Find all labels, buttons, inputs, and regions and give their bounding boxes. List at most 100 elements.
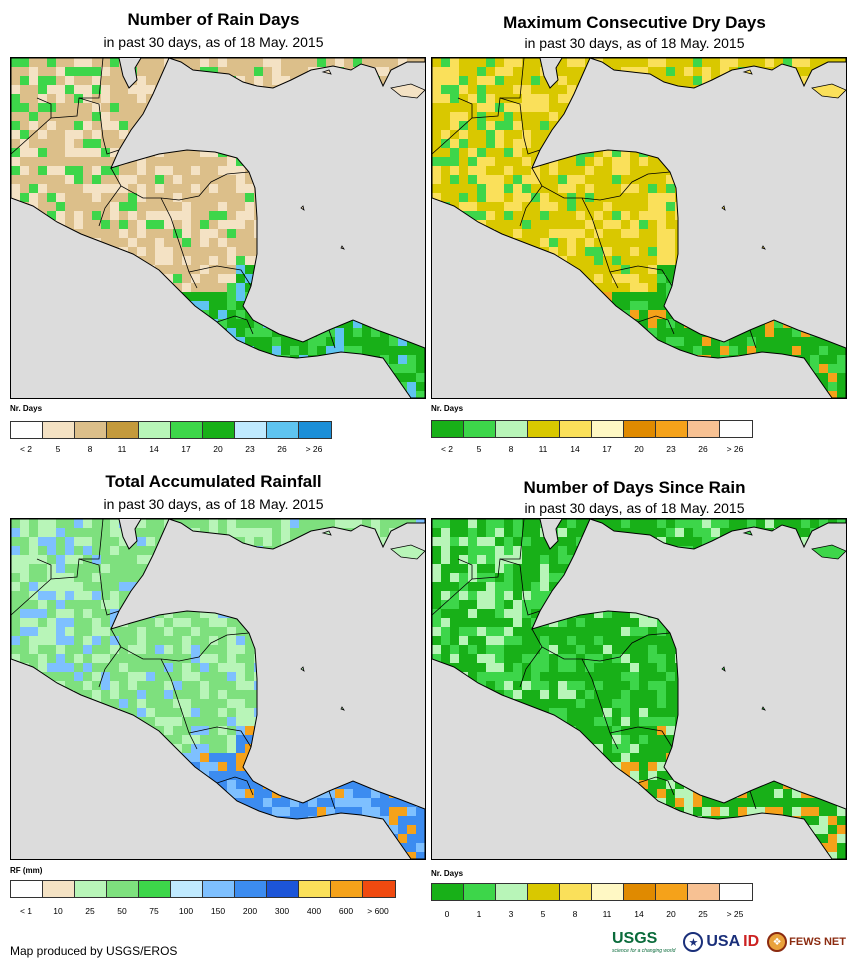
island [761, 706, 766, 711]
coastline [11, 58, 425, 398]
legend-label: 5 [55, 444, 61, 454]
legend-label: 23 [245, 444, 255, 454]
legend-title: Nr. Days [10, 404, 43, 413]
island [321, 530, 332, 536]
legend-label: 8 [508, 444, 514, 454]
country-border [581, 658, 619, 750]
legend-swatch [203, 881, 235, 897]
legend-swatch [267, 422, 299, 438]
panel-total-rainfall: Total Accumulated Rainfall in past 30 da… [0, 465, 427, 950]
island [390, 544, 425, 560]
country-border [188, 265, 252, 287]
land-raster [432, 58, 846, 398]
legend-label: 11 [602, 909, 612, 919]
legend-swatch [235, 422, 267, 438]
usaid-seal-icon: ★ [683, 932, 704, 952]
island [340, 245, 345, 250]
legend-swatch [432, 884, 464, 900]
map-max-dry-days [431, 57, 847, 399]
legend-label: 26 [277, 444, 287, 454]
legend-swatch [11, 881, 43, 897]
land-raster [11, 519, 425, 859]
legend-title: Nr. Days [431, 404, 464, 413]
country-border [11, 558, 120, 616]
agency-logos: USGS science for a changing world ★ USA I… [612, 930, 846, 954]
legend-label: 14 [149, 444, 159, 454]
legend-label: 14 [570, 444, 580, 454]
island [742, 530, 753, 536]
legend-label: 100 [178, 906, 194, 916]
legend-label: 50 [117, 906, 127, 916]
country-border [609, 726, 673, 748]
legend-swatch [528, 884, 560, 900]
legend-label: 17 [181, 444, 191, 454]
legend-swatch [624, 884, 656, 900]
legend-swatch [299, 422, 331, 438]
legend-label: 20 [666, 909, 676, 919]
usaid-text-a: USA [706, 933, 741, 950]
panel-max-dry-days: Maximum Consecutive Dry Days in past 30 … [421, 0, 848, 485]
country-border [500, 58, 525, 99]
legend-swatch [107, 881, 139, 897]
country-border [110, 167, 250, 201]
usaid-logo: ★ USA ID [683, 932, 759, 952]
island [390, 83, 425, 99]
legend-label: 150 [210, 906, 226, 916]
legend-labels: 0 1 3 5 8 11 14 20 25 > 25 [431, 909, 811, 921]
legend-swatch [688, 884, 720, 900]
island [721, 666, 726, 672]
country-border [749, 329, 757, 349]
coastline [11, 519, 425, 859]
country-border [79, 58, 104, 99]
panel-title: Number of Rain Days [127, 10, 300, 29]
legend-label: 5 [476, 444, 482, 454]
legend-swatch [560, 421, 592, 437]
country-border [609, 265, 673, 287]
legend-label: < 2 [440, 444, 454, 454]
legend-swatch [720, 421, 752, 437]
legend-color-bar [10, 880, 396, 898]
country-border [160, 197, 198, 289]
legend-swatch [656, 884, 688, 900]
legend-swatch [43, 422, 75, 438]
country-border [637, 315, 675, 335]
panel-rain-days: Number of Rain Days in past 30 days, as … [0, 0, 427, 485]
legend-label: 17 [602, 444, 612, 454]
legend-swatch [464, 421, 496, 437]
country-border [457, 97, 473, 118]
legend-swatch [43, 881, 75, 897]
legend-swatch [464, 884, 496, 900]
legend-color-bar [431, 883, 753, 901]
legend-swatch [267, 881, 299, 897]
legend-label: 600 [338, 906, 354, 916]
legend-swatch [656, 421, 688, 437]
country-border [188, 726, 252, 748]
legend-swatch [560, 884, 592, 900]
country-border [581, 197, 619, 289]
land-raster [11, 58, 425, 398]
legend-label: 200 [242, 906, 258, 916]
legend-labels: < 2 5 8 11 14 17 20 23 26 > 26 [10, 444, 390, 456]
country-border [11, 97, 120, 155]
country-border [216, 315, 254, 335]
country-border [160, 658, 198, 750]
country-border [519, 646, 543, 688]
legend-swatch [299, 881, 331, 897]
country-border [328, 329, 336, 349]
island [721, 205, 726, 211]
legend-label: 400 [306, 906, 322, 916]
legend-label: 1 [476, 909, 482, 919]
legend-swatch [363, 881, 395, 897]
legend-swatch [75, 422, 107, 438]
island [811, 83, 846, 99]
legend-label: > 26 [726, 444, 744, 454]
land-raster [432, 519, 846, 859]
legend-label: 11 [117, 444, 127, 454]
panel-title: Maximum Consecutive Dry Days [503, 13, 766, 32]
country-border [637, 776, 675, 796]
country-border [519, 185, 543, 227]
fewsnet-emblem-icon: ❖ [767, 932, 788, 952]
island [340, 706, 345, 711]
coastline [432, 519, 846, 859]
legend-label: 20 [634, 444, 644, 454]
